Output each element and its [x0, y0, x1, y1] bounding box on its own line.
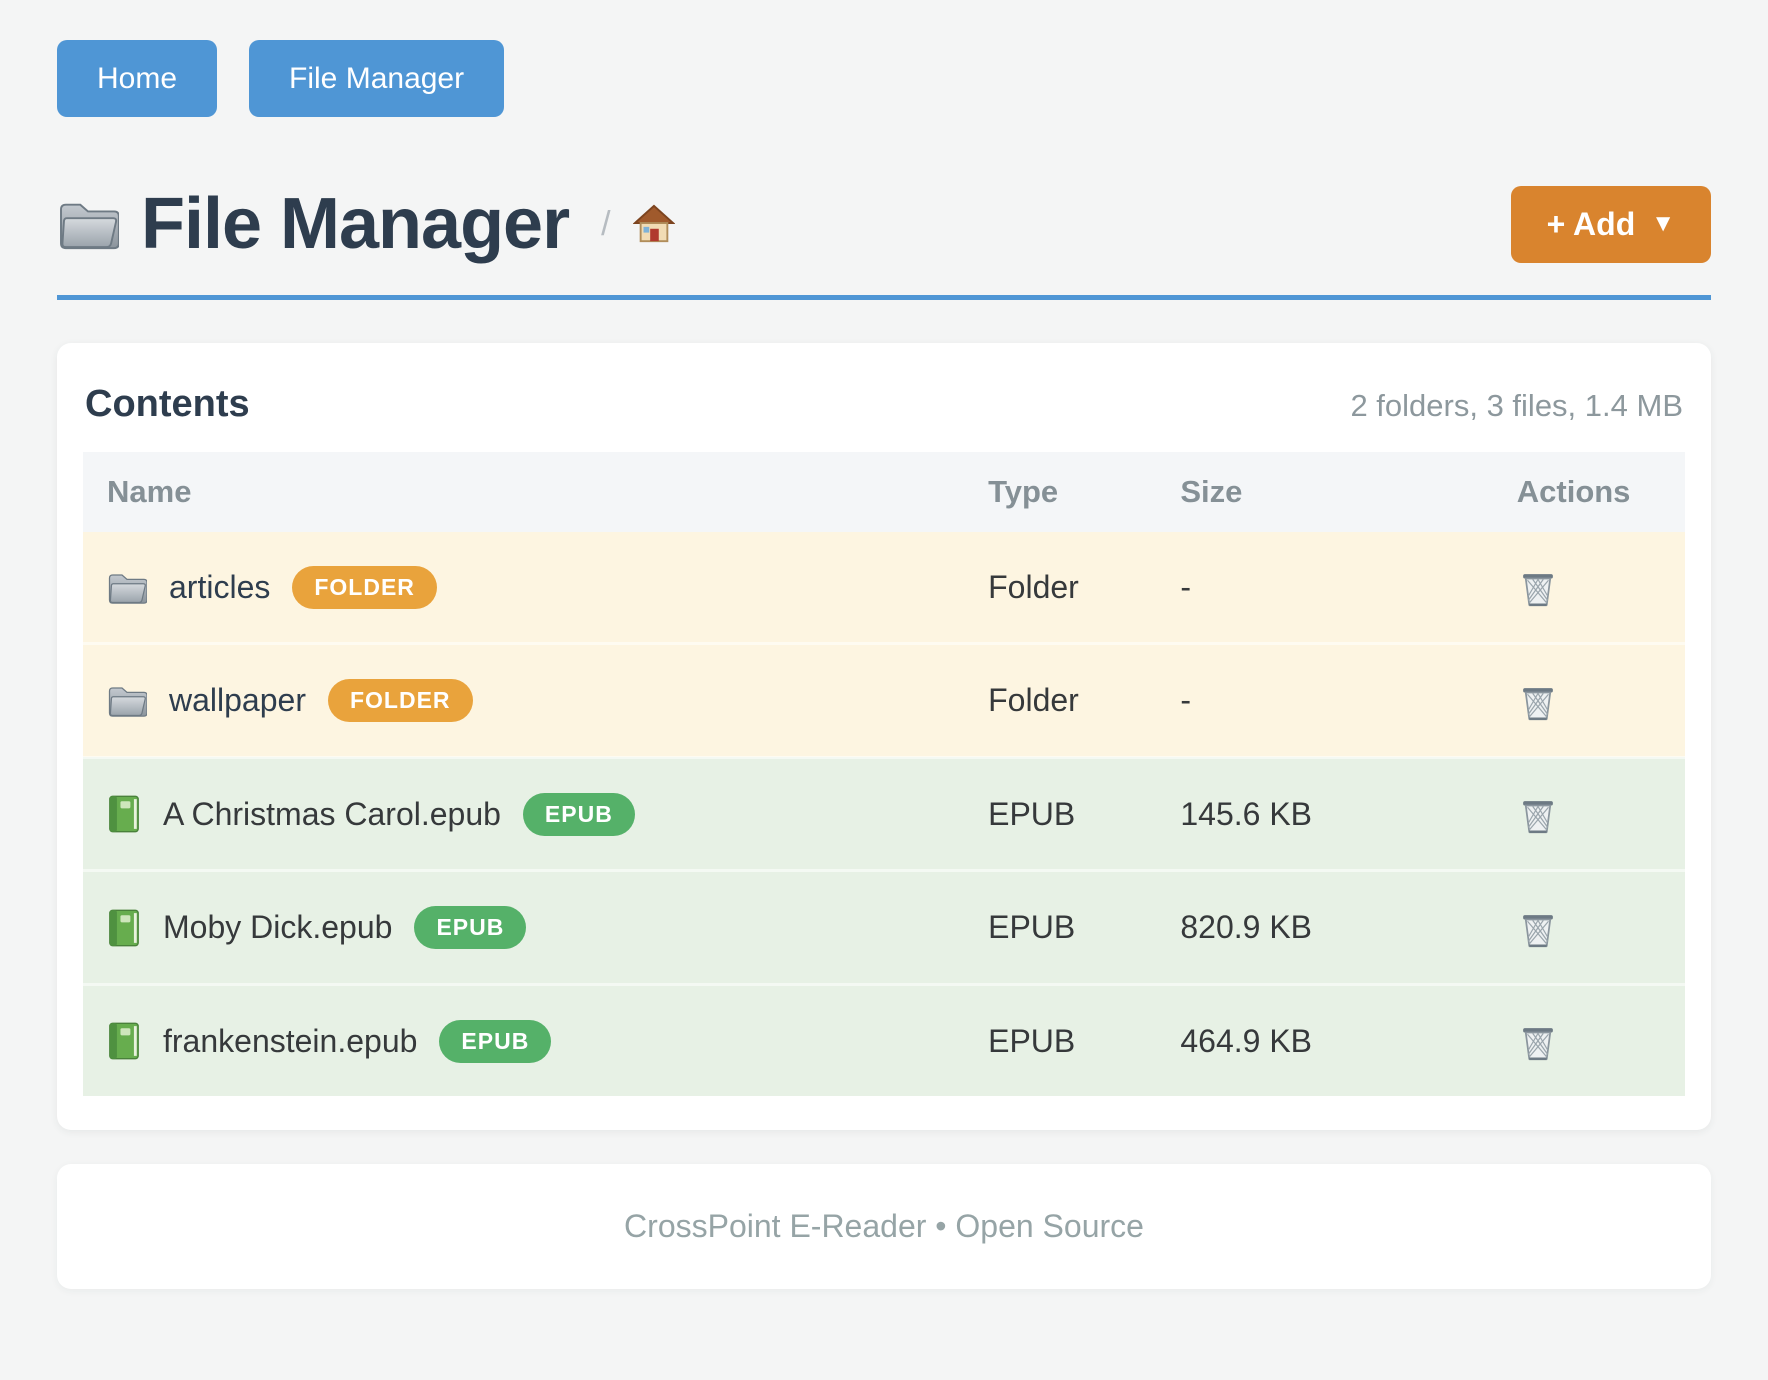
epub-badge: EPUB — [439, 1019, 552, 1063]
item-name: frankenstein.epub — [163, 1022, 418, 1059]
item-size: 820.9 KB — [1180, 909, 1312, 946]
folder-icon — [107, 683, 147, 718]
page: Home File Manager File Manager / + Add ▼… — [57, 40, 1711, 1290]
item-type: EPUB — [988, 795, 1076, 832]
delete-button[interactable] — [1517, 568, 1559, 610]
footer: CrossPoint E-Reader • Open Source — [57, 1164, 1711, 1290]
table-row: frankenstein.epub EPUB EPUB 464.9 KB — [83, 984, 1685, 1097]
nav-file-manager-button[interactable]: File Manager — [249, 40, 505, 117]
book-icon — [107, 908, 141, 948]
trash-icon — [1517, 568, 1559, 610]
contents-summary: 2 folders, 3 files, 1.4 MB — [1350, 388, 1683, 423]
card-title: Contents — [85, 383, 250, 425]
page-title: File Manager — [141, 184, 570, 264]
add-button[interactable]: + Add ▼ — [1510, 185, 1711, 263]
epub-badge: EPUB — [414, 906, 527, 950]
item-type: Folder — [988, 682, 1079, 719]
item-size: 145.6 KB — [1180, 795, 1312, 832]
column-header-actions: Actions — [1492, 452, 1685, 532]
trash-icon — [1517, 909, 1559, 951]
column-header-size: Size — [1156, 452, 1493, 532]
table-row: wallpaper FOLDER Folder - — [83, 643, 1685, 758]
item-size: - — [1180, 568, 1191, 605]
nav-home-button[interactable]: Home — [57, 40, 218, 117]
title-wrap: File Manager / — [57, 183, 675, 265]
folder-icon — [107, 570, 147, 605]
book-icon — [107, 794, 141, 834]
column-header-name: Name — [83, 452, 965, 532]
table-row: A Christmas Carol.epub EPUB EPUB 145.6 K… — [83, 757, 1685, 871]
house-icon[interactable] — [633, 203, 675, 245]
file-table: Name Type Size Actions articles FOLDER F… — [83, 452, 1685, 1097]
chevron-down-icon: ▼ — [1651, 210, 1675, 237]
accent-divider — [57, 295, 1711, 300]
item-name: A Christmas Carol.epub — [163, 795, 501, 832]
trash-icon — [1517, 682, 1559, 724]
delete-button[interactable] — [1517, 1022, 1559, 1064]
epub-badge: EPUB — [522, 792, 635, 836]
table-header-row: Name Type Size Actions — [83, 452, 1685, 532]
item-size: 464.9 KB — [1180, 1022, 1312, 1059]
column-header-type: Type — [964, 452, 1157, 532]
folder-badge: FOLDER — [292, 565, 437, 609]
folder-badge: FOLDER — [327, 679, 473, 723]
item-name-link[interactable]: articles — [169, 568, 271, 605]
book-icon — [107, 1021, 141, 1061]
delete-button[interactable] — [1517, 909, 1559, 951]
item-name-link[interactable]: wallpaper — [169, 682, 306, 719]
page-header: File Manager / + Add ▼ — [57, 183, 1711, 265]
item-type: Folder — [988, 568, 1079, 605]
table-row: articles FOLDER Folder - — [83, 532, 1685, 644]
trash-icon — [1517, 1022, 1559, 1064]
item-size: - — [1180, 682, 1191, 719]
breadcrumb-separator: / — [601, 204, 611, 243]
contents-card: Contents 2 folders, 3 files, 1.4 MB Name… — [57, 343, 1711, 1131]
add-button-label: + Add — [1546, 205, 1636, 242]
card-header: Contents 2 folders, 3 files, 1.4 MB — [83, 383, 1685, 426]
footer-text: CrossPoint E-Reader • Open Source — [624, 1208, 1144, 1245]
item-name: Moby Dick.epub — [163, 909, 393, 946]
item-type: EPUB — [988, 909, 1076, 946]
delete-button[interactable] — [1517, 682, 1559, 724]
folder-icon — [57, 197, 119, 251]
item-type: EPUB — [988, 1022, 1076, 1059]
delete-button[interactable] — [1517, 795, 1559, 837]
table-row: Moby Dick.epub EPUB EPUB 820.9 KB — [83, 870, 1685, 985]
trash-icon — [1517, 795, 1559, 837]
breadcrumb-nav: Home File Manager — [57, 40, 1711, 117]
